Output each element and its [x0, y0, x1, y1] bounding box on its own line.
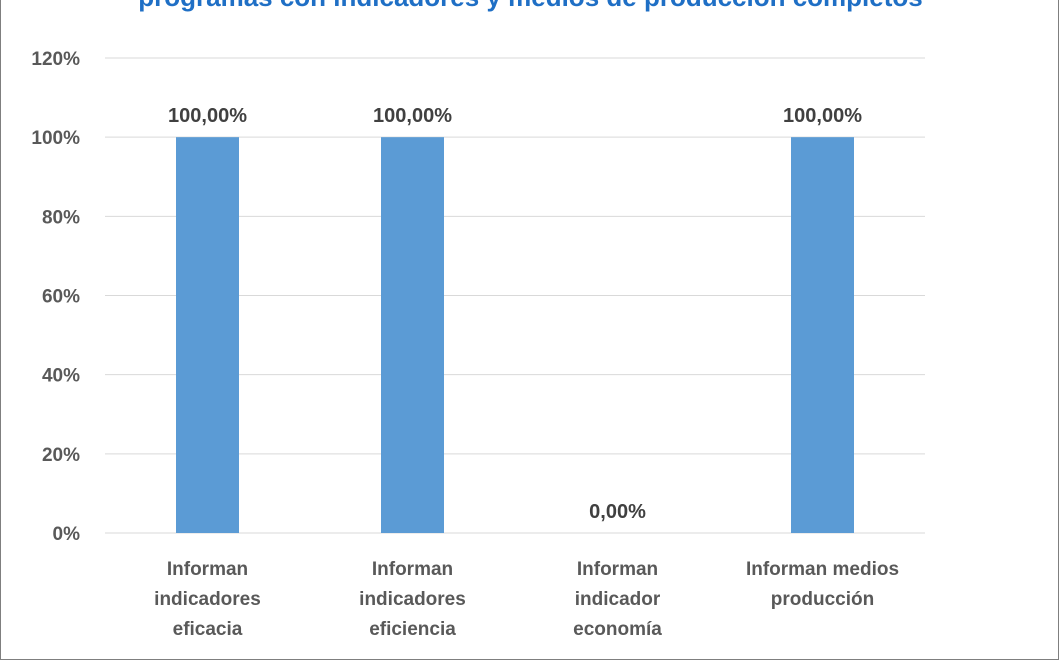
- x-tick-label: eficacia: [173, 619, 243, 640]
- data-label: 100,00%: [783, 105, 862, 127]
- x-tick-label: Informan: [577, 559, 658, 580]
- y-tick-label: 100%: [31, 128, 80, 149]
- x-tick-label: indicador: [575, 589, 661, 610]
- y-tick-label: 20%: [42, 445, 80, 466]
- x-tick-label: eficiencia: [369, 619, 456, 640]
- x-tick-label: indicadores: [359, 589, 466, 610]
- bar: [791, 137, 854, 533]
- y-tick-label: 0%: [53, 524, 81, 545]
- chart-title: programas con indicadores y medios de pr…: [0, 0, 1061, 12]
- x-tick-label: economía: [573, 619, 662, 640]
- x-tick-label: Informan medios: [746, 559, 899, 580]
- y-tick-label: 60%: [42, 287, 80, 308]
- x-tick-label: Informan: [372, 559, 453, 580]
- data-label: 100,00%: [373, 105, 452, 127]
- bar: [381, 137, 444, 533]
- x-tick-label: indicadores: [154, 589, 261, 610]
- data-label: 100,00%: [168, 105, 247, 127]
- data-label: 0,00%: [589, 501, 646, 523]
- x-tick-label: producción: [771, 589, 874, 610]
- y-tick-label: 40%: [42, 366, 80, 387]
- y-tick-label: 80%: [42, 207, 80, 228]
- bar: [176, 137, 239, 533]
- y-tick-label: 120%: [31, 49, 80, 70]
- x-tick-label: Informan: [167, 559, 248, 580]
